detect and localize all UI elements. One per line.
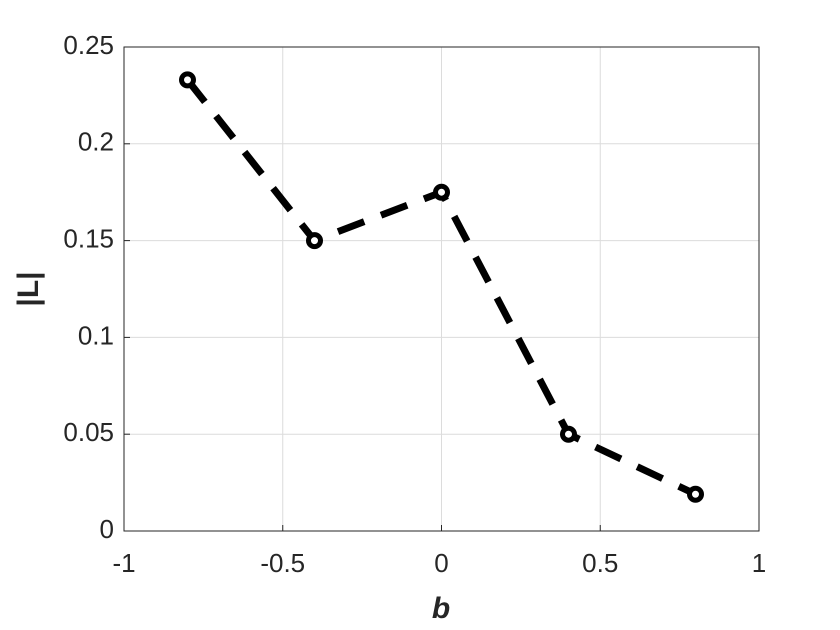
y-tick-label: 0.15 — [63, 223, 114, 253]
data-point — [433, 183, 450, 201]
y-tick-label: 0 — [100, 514, 114, 544]
x-tick-label: -1 — [112, 548, 135, 578]
x-tick-label: -0.5 — [260, 548, 305, 578]
data-point — [306, 232, 323, 250]
x-tick-label: 0 — [434, 548, 448, 578]
data-point — [687, 485, 704, 503]
y-tick-label: 0.2 — [78, 127, 114, 157]
y-tick-label: 0.25 — [63, 30, 114, 60]
x-axis-label: b — [432, 592, 450, 625]
x-tick-label: 0.5 — [582, 548, 618, 578]
x-tick-label: 1 — [752, 548, 766, 578]
plot-frame — [123, 46, 760, 532]
data-point — [179, 71, 196, 89]
data-point — [560, 425, 577, 443]
y-tick-label: 0.05 — [63, 417, 114, 447]
y-axis-label: |L| — [12, 271, 45, 306]
y-tick-label: 0.1 — [78, 320, 114, 350]
